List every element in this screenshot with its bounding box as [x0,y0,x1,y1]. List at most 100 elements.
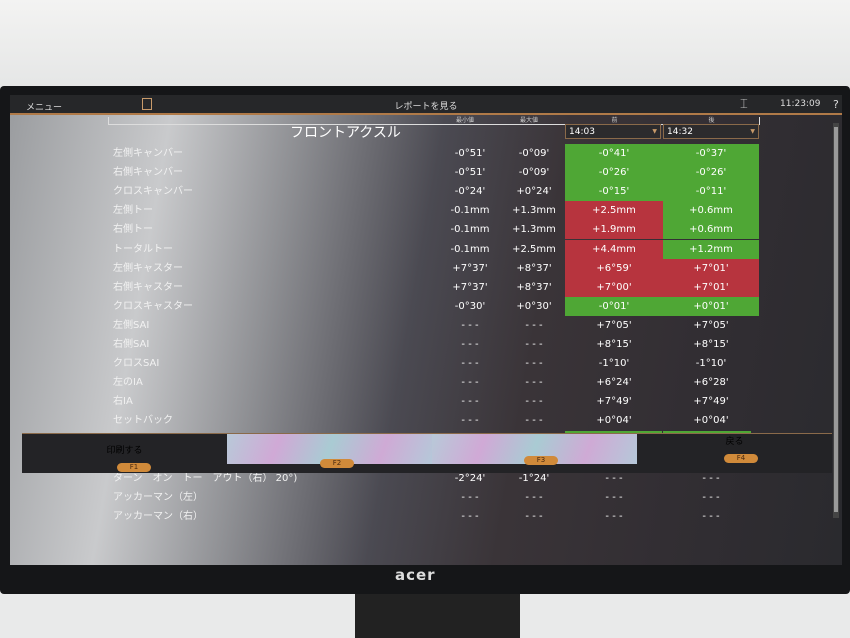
after-value: +8°15' [693,339,729,350]
row-label: ターン オン トー アウト（右） 20°) [113,472,298,484]
row-label: 左側キャスター [113,262,183,274]
table-row: 左側SAI - - - - - - +7°05' +7°05' [10,316,842,335]
menu-button[interactable]: メニュー [26,103,63,113]
max-value: -0°09' [518,148,550,159]
table-row: クロスSAI - - - - - - -1°10' -1°10' [10,354,842,373]
row-label: アッカーマン（左） [113,491,203,503]
max-value: +1.3mm [512,224,556,236]
table-row: 左側キャンバー -0°51' -0°09' -0°41' -0°37' [10,144,842,163]
chevron-down-icon: ▼ [652,128,657,135]
max-value: - - - [525,377,543,389]
min-value: - - - [461,339,479,350]
section-title: フロントアクスル [290,125,401,141]
after-value: +7°01' [663,277,759,297]
row-label: 右側キャンバー [113,167,183,179]
before-value: +7°49' [596,396,632,408]
table-row: トータルトー -0.1mm +2.5mm +4.4mm +1.2mm [10,239,842,259]
before-value: -0°26' [565,163,663,183]
after-time-select[interactable]: 14:32 ▼ [663,124,759,139]
background-wall [0,0,850,95]
min-value: -2°24' [454,472,486,484]
column-min: 最小値 [455,117,474,124]
back-button[interactable]: 戻る [637,434,832,464]
min-value: - - - [461,415,479,427]
table-row: 右側SAI - - - - - - +8°15' +8°15' [10,335,842,354]
max-value: - - - [525,319,543,331]
before-value: +8°15' [596,339,632,350]
row-label: クロスキャンバー [113,186,193,198]
max-value: - - - [525,396,543,408]
title-bar: メニュー レポートを見る ⌶ 11:23:09 ? [10,95,842,115]
after-value: -0°11' [663,182,759,202]
f1-key-badge: F1 [117,463,151,472]
min-value: -0.1mm [450,224,490,236]
row-label: トータルトー [113,243,173,255]
after-value: - - - [702,491,720,503]
max-value: - - - [525,510,543,522]
table-row: クロスキャスター -0°30' +0°30' -0°01' +0°01' [10,296,842,316]
row-label: 右側トー [113,224,153,236]
row-label: 左側SAI [113,319,150,331]
table-row: 左側キャスター +7°37' +8°37' +6°59' +7°01' [10,258,842,278]
table-row: アッカーマン（左） - - - - - - - - - - - - [10,488,842,507]
min-value: - - - [461,377,479,389]
window-title: レポートを見る [394,102,458,112]
min-value: -0°24' [454,186,486,198]
column-headers: 最小値 最大値 前 後 [108,117,760,125]
help-button[interactable]: ? [833,98,839,111]
after-value: +0.6mm [663,201,759,221]
table-row: アッカーマン（右） - - - - - - - - - - - - [10,507,842,526]
column-before: 前 [611,117,618,124]
after-value: -1°10' [695,358,727,370]
min-value: -0°30' [454,300,486,312]
before-value: -1°10' [598,358,630,370]
row-label: 右側キャスター [113,281,183,293]
after-value: - - - [702,510,720,522]
scrollbar-thumb[interactable] [834,127,838,512]
table-row: 右側キャスター +7°37' +8°37' +7°00' +7°01' [10,277,842,297]
min-value: - - - [461,510,479,522]
chevron-down-icon: ▼ [750,128,755,135]
before-value: +1.9mm [565,220,663,240]
after-value: +7°49' [693,396,729,408]
table-row: 右IA - - - - - - +7°49' +7°49' [10,392,842,411]
before-time-value: 14:03 [569,127,595,137]
after-value: +1.2mm [663,239,759,259]
report-icon[interactable] [142,98,152,110]
row-label: 右側SAI [113,339,150,350]
text-cursor-icon: ⌶ [740,97,748,112]
f4-key-badge: F4 [724,454,758,463]
before-time-select[interactable]: 14:03 ▼ [565,124,661,139]
function-bar: 印刷する 戻る F1 F2 F3 F4 [22,433,832,473]
min-value: -0.1mm [450,243,490,255]
back-label: 戻る [725,437,744,447]
min-value: - - - [461,491,479,503]
before-value: -0°41' [565,144,663,163]
row-label: クロスキャスター [113,300,193,312]
before-value: +2.5mm [565,201,663,221]
before-value: +7°00' [565,277,663,297]
after-value: +0°04' [693,415,729,427]
row-label: アッカーマン（右） [113,510,203,522]
column-after: 後 [708,117,715,124]
max-value: - - - [525,415,543,427]
max-value: - - - [525,358,543,370]
max-value: -0°09' [518,167,550,179]
row-label: 左のIA [113,377,143,389]
before-value: +6°59' [565,258,663,278]
print-button[interactable]: 印刷する [22,434,227,464]
clock: 11:23:09 [780,99,821,109]
max-value: +0°30' [516,300,552,312]
screen: メニュー レポートを見る ⌶ 11:23:09 ? 最小値 最大値 前 後 フロ… [10,95,842,565]
min-value: +7°37' [452,281,488,293]
f2-key-badge: F2 [320,459,354,468]
row-label: 左側トー [113,205,153,217]
scrollbar[interactable] [833,123,839,518]
before-value: -0°01' [565,296,663,316]
min-value: -0°51' [454,167,486,179]
before-value: +6°24' [596,377,632,389]
before-value: - - - [605,510,623,522]
after-value: +0°01' [663,296,759,316]
after-value: -0°26' [663,163,759,183]
after-value: +7°05' [693,319,729,331]
